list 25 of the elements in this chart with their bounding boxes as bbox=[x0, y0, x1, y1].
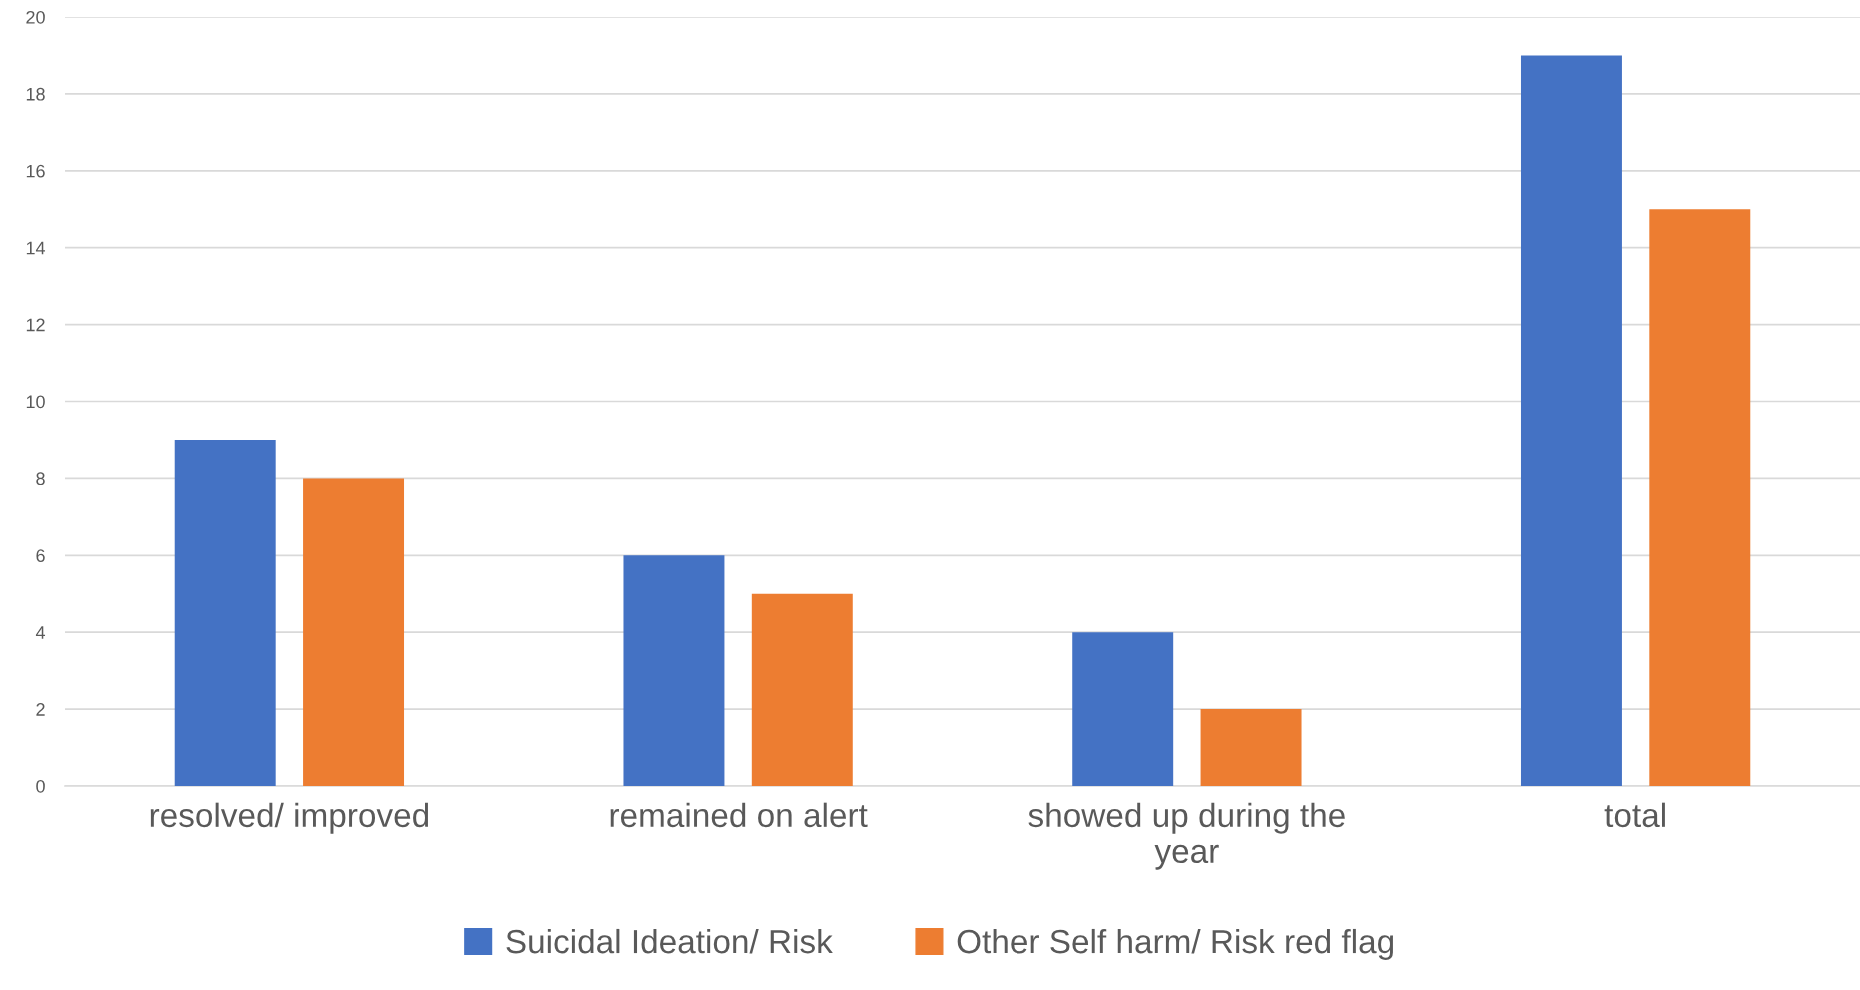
bar bbox=[623, 555, 725, 786]
legend-label: Suicidal Ideation/ Risk bbox=[506, 928, 833, 954]
y-tick-label: 6 bbox=[36, 549, 45, 563]
y-tick-label: 18 bbox=[26, 87, 45, 101]
y-tick-label: 14 bbox=[26, 241, 46, 255]
bar bbox=[1200, 709, 1302, 786]
y-tick-label: 8 bbox=[36, 472, 45, 486]
x-tick-label: resolved/ improved bbox=[150, 802, 429, 834]
bar bbox=[1072, 632, 1174, 786]
bar bbox=[1649, 209, 1751, 786]
x-tick-label: showed up during the year bbox=[1028, 802, 1345, 870]
x-tick-label: total bbox=[1604, 802, 1665, 828]
bar bbox=[303, 478, 405, 786]
y-tick-label: 4 bbox=[35, 626, 46, 639]
y-tick-label: 2 bbox=[36, 703, 45, 716]
y-tick-label: 12 bbox=[26, 318, 45, 332]
y-tick-label: 20 bbox=[26, 10, 45, 24]
y-tick-label: 10 bbox=[26, 395, 45, 409]
y-tick-label: 0 bbox=[36, 779, 45, 793]
bar bbox=[1520, 55, 1622, 786]
bar bbox=[174, 439, 276, 786]
bar bbox=[751, 593, 853, 786]
legend-label: Other Self harm/ Risk red flag bbox=[957, 928, 1394, 960]
x-tick-label: remained on alert bbox=[610, 802, 868, 828]
y-tick-label: 16 bbox=[26, 164, 45, 178]
